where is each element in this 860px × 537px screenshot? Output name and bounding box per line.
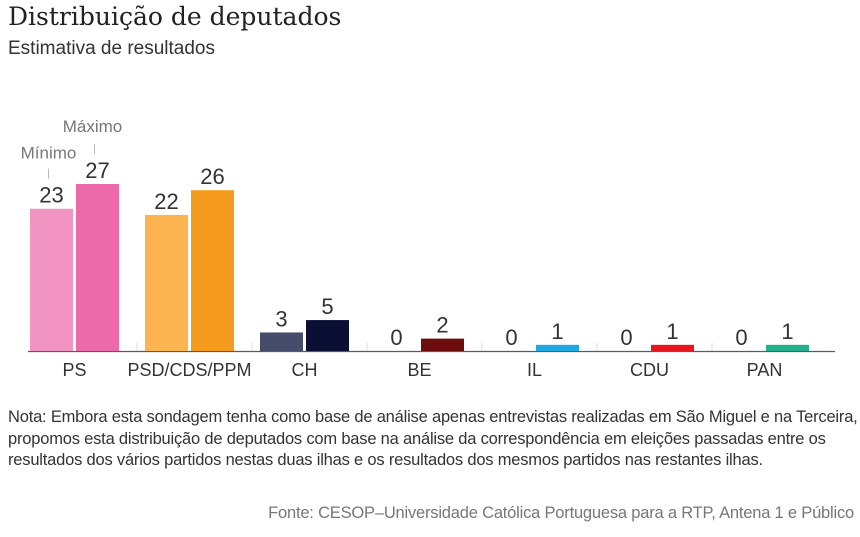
data-label: 2 [436, 313, 448, 338]
data-label: 0 [620, 325, 632, 350]
data-label: 0 [505, 325, 517, 350]
chart-note: Nota: Embora esta sondagem tenha como ba… [8, 408, 858, 469]
bar-max-pan [766, 344, 809, 351]
data-label: 1 [781, 319, 793, 344]
category-label: IL [527, 360, 542, 380]
bar-max-ch [306, 320, 349, 351]
category-label: BE [407, 360, 431, 380]
data-label: 26 [200, 164, 224, 189]
data-label: 27 [85, 158, 109, 183]
category-label: PSD/CDS/PPM [127, 360, 251, 380]
data-label: 1 [666, 319, 678, 344]
bar-max-il [536, 344, 579, 351]
bar-min-ch [260, 332, 303, 351]
chart-title: Distribuição de deputados [8, 2, 342, 31]
bar-min-psd-cds-ppm [145, 214, 188, 351]
data-label: 22 [154, 189, 178, 214]
bar-max-be [421, 338, 464, 351]
annotation-min: Mínimo [21, 144, 77, 163]
chart-subtitle: Estimativa de resultados [8, 38, 215, 59]
data-label: 23 [39, 183, 63, 208]
data-label: 0 [390, 325, 402, 350]
data-label: 3 [275, 306, 287, 331]
bar-min-ps [30, 208, 73, 351]
category-label: PAN [747, 360, 783, 380]
bar-max-ps [76, 184, 119, 351]
category-label: CDU [630, 360, 669, 380]
annotation-max: Máximo [63, 117, 123, 136]
bar-max-psd-cds-ppm [191, 190, 234, 351]
category-label: CH [292, 360, 318, 380]
category-label: PS [62, 360, 86, 380]
data-label: 0 [735, 325, 747, 350]
chart-source: Fonte: CESOP–Universidade Católica Portu… [268, 504, 854, 522]
data-label: 1 [551, 319, 563, 344]
bar-max-cdu [651, 344, 694, 351]
data-label: 5 [321, 294, 333, 319]
